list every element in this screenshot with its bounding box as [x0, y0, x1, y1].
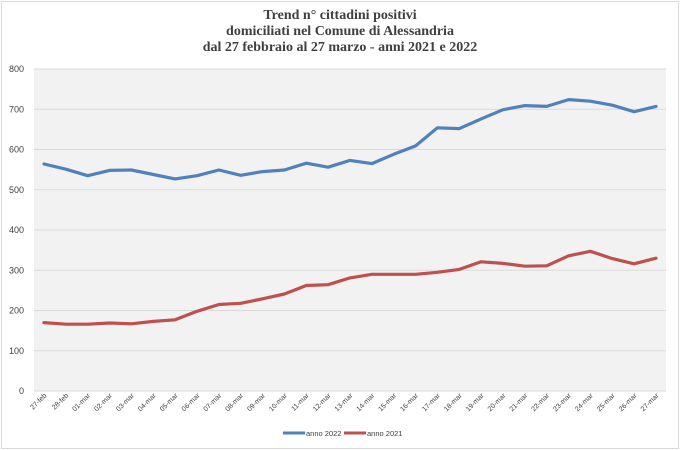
x-tick-label: 20-mar: [487, 392, 508, 413]
x-tick-label: 27-mar: [640, 392, 661, 413]
x-tick-label: 18-mar: [443, 392, 464, 413]
x-axis-ticks: 27-feb 28-feb 01-mar 02-mar 03-mar 04-mar 05-m…: [29, 392, 660, 413]
y-tick-label: 100: [9, 346, 24, 356]
x-tick-label: 28-feb: [51, 392, 70, 411]
x-tick-label: 13-mar: [334, 392, 355, 413]
x-tick-label: 14-mar: [356, 392, 377, 413]
x-tick-label: 07-mar: [203, 392, 224, 413]
x-tick-label: 15-mar: [377, 392, 398, 413]
x-tick-label: 23-mar: [552, 392, 573, 413]
x-tick-label: 17-mar: [421, 392, 442, 413]
y-tick-label: 800: [9, 64, 24, 74]
x-tick-label: 25-mar: [596, 392, 617, 413]
x-tick-label: 10-mar: [268, 392, 289, 413]
y-tick-label: 300: [9, 265, 24, 275]
x-tick-label: 02-mar: [93, 392, 114, 413]
chart-title-line-2: domiciliati nel Comune di Alessandria: [226, 24, 454, 39]
x-tick-label: 24-mar: [574, 392, 595, 413]
series-lines: [42, 97, 658, 326]
x-tick-label: 08-mar: [224, 392, 245, 413]
x-tick-label: 11-mar: [290, 392, 311, 413]
y-tick-label: 600: [9, 145, 24, 155]
chart-title: Trend n° cittadini positivi domiciliati …: [0, 8, 680, 56]
x-tick-label: 05-mar: [159, 392, 180, 413]
x-tick-label: 22-mar: [530, 392, 551, 413]
x-tick-label: 04-mar: [137, 392, 158, 413]
y-axis-ticks: 0 100 200 300 400 500 600 700 800: [9, 64, 24, 396]
legend-label: anno 2022: [306, 429, 341, 438]
y-tick-label: 500: [9, 185, 24, 195]
x-tick-label: 06-mar: [181, 392, 202, 413]
chart-title-line-3: dal 27 febbraio al 27 marzo - anni 2021 …: [202, 40, 478, 55]
legend-label: anno 2021: [367, 429, 402, 438]
y-tick-label: 200: [9, 306, 24, 316]
y-tick-label: 400: [9, 225, 24, 235]
x-tick-label: 27-feb: [29, 392, 48, 411]
chart-title-line-1: Trend n° cittadini positivi: [263, 8, 417, 23]
x-tick-label: 26-mar: [618, 392, 639, 413]
y-tick-label: 700: [9, 104, 24, 114]
gridlines: [34, 68, 666, 392]
x-tick-label: 03-mar: [115, 392, 136, 413]
x-tick-label: 09-mar: [246, 392, 267, 413]
x-tick-label: 19-mar: [465, 392, 486, 413]
x-tick-label: 12-mar: [312, 392, 333, 413]
series-line-2022: [42, 97, 658, 181]
x-tick-label: 21-mar: [509, 392, 530, 413]
x-tick-label: 01-mar: [71, 392, 92, 413]
legend: anno 2022 anno 2021: [283, 429, 402, 438]
x-tick-label: 16-mar: [399, 392, 420, 413]
y-tick-label: 0: [19, 386, 24, 396]
